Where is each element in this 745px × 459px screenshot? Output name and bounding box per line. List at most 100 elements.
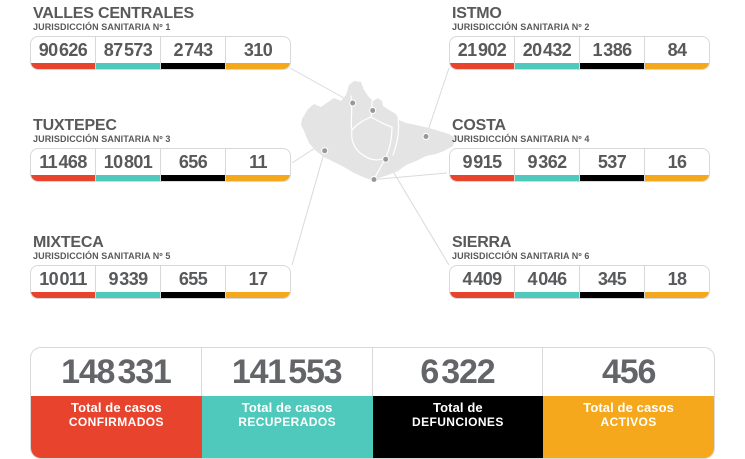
region-subtitle: JURISDICCIÓN SANITARIA Nº 1 xyxy=(33,22,171,32)
region-title: MIXTECA xyxy=(33,234,104,251)
recovered-count: 4 046 xyxy=(527,269,567,289)
total-deaths-band: Total de DEFUNCIONES xyxy=(372,396,544,458)
recovered-cell: 10 801 xyxy=(96,149,161,181)
total-confirmed-value: 148 331 xyxy=(61,352,172,391)
oaxaca-state-shape xyxy=(301,81,455,180)
recovered-count: 20 432 xyxy=(522,40,572,60)
dot-sierra xyxy=(382,155,390,163)
region-subtitle: JURISDICCIÓN SANITARIA Nº 3 xyxy=(33,134,171,144)
region-title: COSTA xyxy=(452,117,506,134)
total-recovered-band: Total de casos RECUPERADOS xyxy=(201,396,373,458)
totals-card: 148 331 Total de casos CONFIRMADOS 141 5… xyxy=(30,347,715,459)
total-sublabel: DEFUNCIONES xyxy=(412,415,504,429)
region-stats-card: 9 915 9 362 537 16 xyxy=(449,148,710,182)
total-sublabel: ACTIVOS xyxy=(600,415,657,429)
region-stats-card: 10 011 9 339 655 17 xyxy=(30,265,291,299)
region-subtitle: JURISDICCIÓN SANITARIA Nº 2 xyxy=(452,22,590,32)
active-count: 16 xyxy=(667,152,687,172)
active-color-strip xyxy=(645,175,709,181)
active-count: 310 xyxy=(243,40,273,60)
active-count: 18 xyxy=(667,269,687,289)
total-deaths-column: 6 322 Total de DEFUNCIONES xyxy=(372,348,544,458)
confirmed-color-strip xyxy=(450,292,514,298)
total-sublabel: CONFIRMADOS xyxy=(68,415,164,429)
active-color-strip xyxy=(226,292,290,298)
region-title: SIERRA xyxy=(452,234,512,251)
active-count: 84 xyxy=(667,40,687,60)
deaths-color-strip xyxy=(161,175,225,181)
total-label: Total de casos xyxy=(241,400,333,415)
recovered-cell: 4 046 xyxy=(515,266,580,298)
total-label: Total de casos xyxy=(583,400,674,415)
total-deaths-value: 6 322 xyxy=(420,352,495,391)
region-title: TUXTEPEC xyxy=(33,117,117,134)
confirmed-count: 9 915 xyxy=(462,152,502,172)
total-sublabel: RECUPERADOS xyxy=(238,415,336,429)
region-block-mixteca: MIXTECA JURISDICCIÓN SANITARIA Nº 5 10 0… xyxy=(30,235,291,299)
confirmed-cell: 90 626 xyxy=(31,37,96,69)
total-label: Total de casos xyxy=(71,400,162,415)
region-subtitle: JURISDICCIÓN SANITARIA Nº 4 xyxy=(452,134,590,144)
recovered-color-strip xyxy=(96,175,160,181)
dot-costa xyxy=(370,176,378,183)
oaxaca-map-overlay xyxy=(289,67,455,266)
deaths-count: 2 743 xyxy=(173,40,213,60)
recovered-color-strip xyxy=(515,175,579,181)
region-block-istmo: ISTMO JURISDICCIÓN SANITARIA Nº 2 21 902… xyxy=(449,6,710,70)
confirmed-color-strip xyxy=(31,292,95,298)
total-value-area: 141 553 xyxy=(202,348,373,396)
active-cell: 310 xyxy=(226,37,290,69)
deaths-count: 655 xyxy=(178,269,208,289)
dot-mixteca xyxy=(321,147,329,155)
recovered-color-strip xyxy=(96,63,160,69)
confirmed-count: 21 902 xyxy=(457,40,507,60)
dot-istmo xyxy=(422,133,430,140)
region-subtitle: JURISDICCIÓN SANITARIA Nº 6 xyxy=(452,251,590,261)
region-block-sierra: SIERRA JURISDICCIÓN SANITARIA Nº 6 4 409… xyxy=(449,235,710,299)
recovered-cell: 87 573 xyxy=(96,37,161,69)
total-active-band: Total de casos ACTIVOS xyxy=(543,396,714,458)
region-stats-card: 21 902 20 432 1 386 84 xyxy=(449,36,710,70)
jurisdiction-dots xyxy=(321,99,430,183)
dot-tuxtepec xyxy=(369,107,377,114)
region-stats-card: 11 468 10 801 656 11 xyxy=(30,148,291,182)
deaths-count: 537 xyxy=(597,152,627,172)
active-count: 11 xyxy=(249,152,267,172)
confirmed-color-strip xyxy=(450,175,514,181)
recovered-count: 9 362 xyxy=(527,152,567,172)
total-confirmed-band: Total de casos CONFIRMADOS xyxy=(31,396,202,458)
deaths-cell: 2 743 xyxy=(161,37,226,69)
confirmed-cell: 10 011 xyxy=(31,266,96,298)
deaths-count: 656 xyxy=(178,152,208,172)
total-value-area: 456 xyxy=(543,348,714,396)
region-title: VALLES CENTRALES xyxy=(33,5,194,22)
deaths-count: 345 xyxy=(597,269,627,289)
active-color-strip xyxy=(226,63,290,69)
active-cell: 17 xyxy=(226,266,290,298)
deaths-cell: 655 xyxy=(161,266,226,298)
recovered-cell: 9 339 xyxy=(96,266,161,298)
deaths-color-strip xyxy=(161,63,225,69)
confirmed-cell: 4 409 xyxy=(450,266,515,298)
dot-valles-centrales xyxy=(349,99,357,107)
deaths-cell: 656 xyxy=(161,149,226,181)
region-title: ISTMO xyxy=(452,5,502,22)
region-block-costa: COSTA JURISDICCIÓN SANITARIA Nº 4 9 915 … xyxy=(449,118,710,182)
total-recovered-column: 141 553 Total de casos RECUPERADOS xyxy=(201,348,373,458)
deaths-count: 1 386 xyxy=(592,40,632,60)
deaths-color-strip xyxy=(580,175,644,181)
recovered-cell: 9 362 xyxy=(515,149,580,181)
recovered-count: 87 573 xyxy=(103,40,153,60)
active-cell: 16 xyxy=(645,149,709,181)
confirmed-color-strip xyxy=(31,175,95,181)
recovered-cell: 20 432 xyxy=(515,37,580,69)
confirmed-color-strip xyxy=(450,63,514,69)
active-color-strip xyxy=(645,292,709,298)
confirmed-count: 90 626 xyxy=(38,40,88,60)
active-color-strip xyxy=(645,63,709,69)
active-cell: 18 xyxy=(645,266,709,298)
recovered-color-strip xyxy=(515,63,579,69)
deaths-cell: 1 386 xyxy=(580,37,645,69)
active-cell: 11 xyxy=(226,149,290,181)
recovered-color-strip xyxy=(96,292,160,298)
